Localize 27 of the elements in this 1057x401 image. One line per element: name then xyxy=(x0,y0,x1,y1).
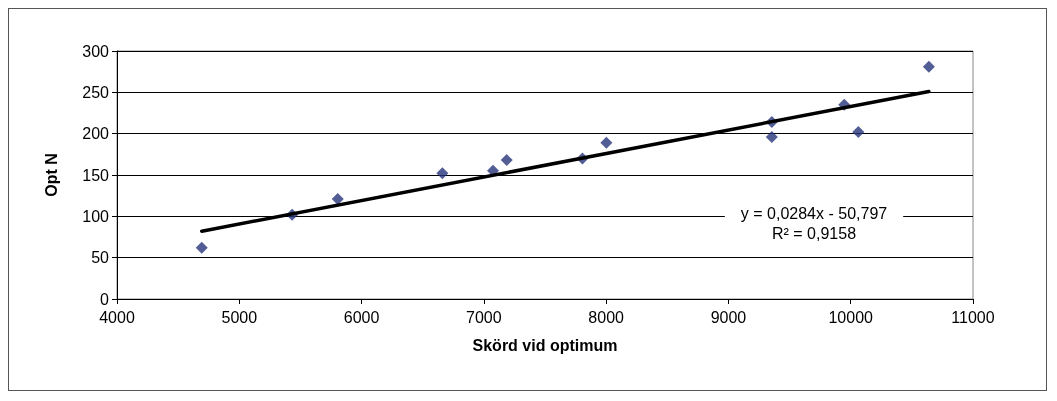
x-tick-label: 6000 xyxy=(343,308,380,326)
y-tick-label: 300 xyxy=(82,42,110,60)
x-tick-label: 8000 xyxy=(588,308,625,326)
point xyxy=(600,136,613,149)
point xyxy=(852,126,865,139)
y-tick-label: 200 xyxy=(82,125,110,143)
y-axis-title: Opt N xyxy=(42,153,60,197)
y-tick-label: 150 xyxy=(82,166,110,184)
y-tick-label: 50 xyxy=(91,249,110,267)
point xyxy=(500,154,513,167)
y-tick-label: 100 xyxy=(82,207,110,225)
x-tick-label: 11000 xyxy=(951,308,995,326)
x-axis-title: Skörd vid optimum xyxy=(472,336,618,354)
annotation: y = 0,0284x - 50,797 xyxy=(740,204,888,222)
point xyxy=(765,130,778,143)
x-tick-label: 9000 xyxy=(710,308,747,326)
x-tick-label: 7000 xyxy=(466,308,502,326)
x-tick-label: 4000 xyxy=(99,308,135,326)
point xyxy=(331,192,344,205)
y-tick-label: 250 xyxy=(82,83,110,101)
y-tick-label: 0 xyxy=(100,290,110,308)
point xyxy=(436,167,449,180)
x-tick-label: 10000 xyxy=(828,308,874,326)
x-tick-label: 5000 xyxy=(221,308,258,326)
point xyxy=(922,60,935,73)
annotation: R² = 0,9158 xyxy=(771,224,857,242)
point xyxy=(195,241,208,254)
